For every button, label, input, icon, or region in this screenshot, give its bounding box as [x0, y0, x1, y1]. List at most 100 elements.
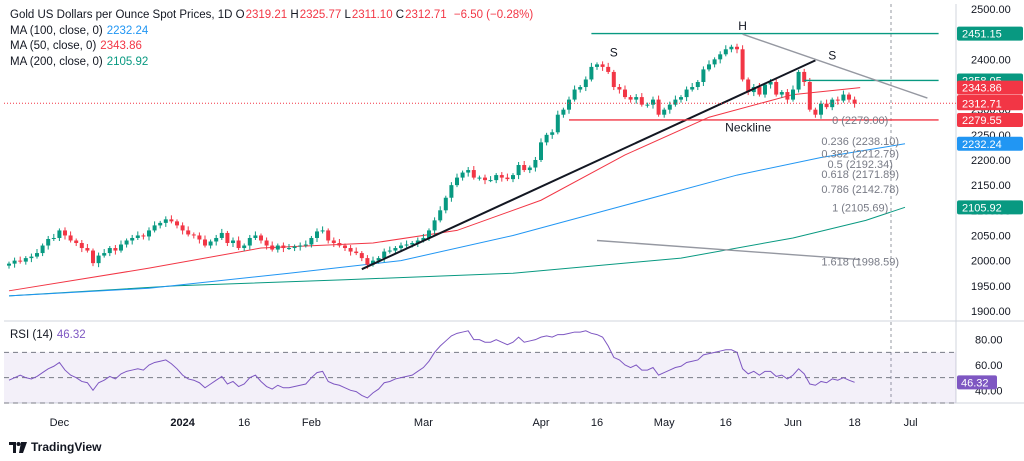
ma-50-legend[interactable]: MA (50, close, 0) 2343.86	[10, 39, 533, 55]
candle-body	[12, 260, 17, 264]
candle-body	[214, 237, 219, 242]
candle-body	[779, 92, 784, 95]
pattern-annotation: H	[738, 19, 747, 33]
price-change: −6.50 (−0.28%)	[453, 9, 534, 21]
candle-body	[544, 134, 549, 143]
ohlc-high-label: H	[290, 9, 299, 21]
rsi-background	[4, 351, 956, 404]
ohlc-high-value: 2325.77	[299, 9, 342, 21]
candle-body	[415, 240, 420, 244]
pattern-annotation: S	[610, 45, 618, 59]
candle-body	[791, 89, 795, 100]
ma-200-label: MA (200, close, 0)	[10, 55, 103, 68]
candle-body	[841, 94, 846, 101]
x-tick-label: 16	[238, 417, 250, 429]
ma-100-legend[interactable]: MA (100, close, 0) 2232.24	[10, 24, 533, 40]
fib-level-label: 1.618 (1998.59)	[821, 256, 899, 268]
candle-body	[259, 235, 263, 241]
candle-body	[628, 97, 633, 100]
candle-body	[382, 251, 387, 259]
price-tag-label: 2312.71	[962, 98, 1002, 110]
ma-line	[8, 143, 906, 297]
candle-body	[813, 109, 818, 115]
candle-body	[651, 99, 655, 105]
candle-body	[40, 245, 45, 254]
candle-body	[231, 240, 235, 244]
price-tag-label: 2105.92	[962, 202, 1002, 214]
ohlc-low-value: 2311.10	[351, 9, 393, 21]
candle-body	[617, 87, 622, 90]
candle-body	[505, 177, 510, 180]
price-tag	[957, 200, 1023, 215]
rsi-value-tag	[957, 375, 997, 390]
x-tick-label: Feb	[302, 417, 321, 429]
price-tag-label: 2343.86	[962, 83, 1002, 95]
x-tick-label: 18	[848, 417, 860, 429]
chart-legend: Gold US Dollars per Ounce Spot Prices, 1…	[10, 8, 533, 70]
candle-body	[152, 225, 157, 231]
ma-line	[8, 87, 861, 292]
rsi-tick-label: 80.00	[975, 335, 1003, 347]
y-tick-label: 1950.00	[971, 281, 1011, 293]
candle-body	[455, 177, 459, 186]
candle-body	[595, 64, 599, 67]
candle-body	[348, 248, 353, 252]
rsi-legend[interactable]: RSI (14) 46.32	[10, 329, 86, 341]
ma-200-value: 2105.92	[106, 55, 149, 68]
candle-body	[46, 238, 51, 246]
candle-body	[169, 219, 174, 222]
candle-body	[438, 210, 443, 221]
candle-body	[578, 87, 583, 90]
candle-body	[354, 251, 359, 254]
fib-level-label: 0.236 (2238.10)	[821, 136, 899, 148]
candle-body	[68, 235, 73, 241]
candle-body	[427, 230, 431, 238]
candle-body	[96, 255, 101, 264]
ma-100-value: 2232.24	[106, 24, 149, 37]
candle-body	[359, 253, 364, 259]
candle-body	[802, 71, 807, 82]
candle-body	[287, 248, 291, 250]
candle-body	[331, 240, 336, 244]
candle-body	[197, 235, 202, 240]
ma-200-legend[interactable]: MA (200, close, 0) 2105.92	[10, 55, 533, 71]
y-tick-label: 2400.00	[971, 54, 1011, 66]
candle-body	[421, 237, 426, 241]
y-tick-label: 2000.00	[971, 256, 1011, 268]
candle-body	[320, 230, 325, 232]
fib-extension-line	[596, 239, 861, 261]
candle-body	[494, 175, 499, 181]
fib-level-label: 0 (2279.00)	[832, 115, 888, 127]
candle-body	[550, 132, 555, 135]
x-tick-label: Apr	[532, 417, 549, 429]
candle-body	[387, 250, 392, 252]
rsi-tick-label: 60.00	[975, 360, 1003, 372]
candle-body	[600, 64, 605, 67]
fib-levels: 0 (2279.00) 0.236 (2238.10)0.382 (2212.79…	[821, 115, 899, 268]
tradingview-logo[interactable]: TradingView	[9, 440, 101, 454]
candle-body	[707, 64, 711, 70]
ma-line	[8, 206, 906, 297]
candle-body	[399, 245, 403, 249]
candle-body	[583, 79, 588, 88]
fib-level-label: 1 (2105.69)	[832, 202, 888, 214]
candle-body	[264, 240, 269, 246]
y-tick-label: 1900.00	[971, 306, 1011, 318]
candle-body	[432, 220, 437, 231]
candle-body	[539, 142, 543, 160]
candle-body	[326, 230, 331, 241]
rsi-line	[8, 330, 855, 399]
x-tick-label: 16	[591, 417, 603, 429]
candle-body	[102, 253, 107, 256]
candle-body	[130, 237, 135, 241]
candle-body	[270, 245, 275, 250]
candle-body	[191, 234, 196, 236]
candle-body	[74, 240, 79, 244]
candle-body	[667, 104, 672, 110]
candle-body	[639, 97, 644, 105]
candle-body	[589, 66, 594, 80]
candle-body	[690, 87, 695, 90]
price-tag	[957, 80, 1023, 95]
